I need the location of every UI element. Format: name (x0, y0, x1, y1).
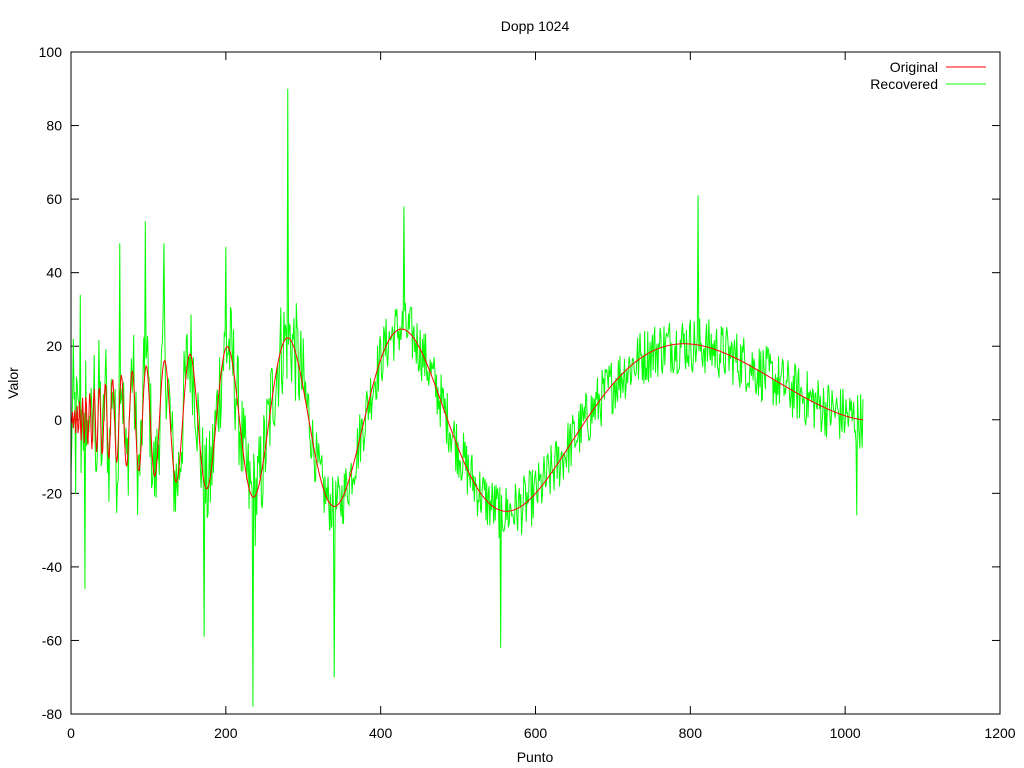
x-tick-label: 600 (524, 725, 548, 741)
legend: Original Recovered (870, 59, 986, 92)
y-tick-label: 100 (39, 44, 63, 60)
y-tick-label: 0 (54, 412, 62, 428)
x-tick-label: 200 (214, 725, 238, 741)
plot-area (70, 88, 864, 707)
y-tick-label: 80 (46, 118, 62, 134)
x-tick-label: 1000 (830, 725, 861, 741)
ticks-layer (70, 51, 1001, 715)
y-tick-label: -60 (42, 632, 62, 648)
y-axis-label: Valor (5, 367, 21, 399)
y-tick-label: -40 (42, 559, 62, 575)
y-tick-label: -20 (42, 485, 62, 501)
y-tick-label: 40 (46, 265, 62, 281)
x-tick-label: 1200 (984, 725, 1015, 741)
series-line-recovered (70, 88, 864, 707)
plot-frame (70, 51, 1001, 715)
y-tick-label: 60 (46, 191, 62, 207)
x-tick-label: 800 (679, 725, 703, 741)
legend-label-recovered: Recovered (870, 76, 938, 92)
tick-labels-layer: 0 200 400 600 800 1000 1200 -80 -60 -40 -20 0 20 40 60… (39, 44, 1016, 741)
chart-title: Dopp 1024 (501, 18, 570, 34)
x-axis-label: Punto (517, 749, 554, 765)
x-tick-label: 400 (369, 725, 393, 741)
y-tick-label: 20 (46, 338, 62, 354)
legend-label-original: Original (890, 59, 938, 75)
y-tick-label: -80 (42, 706, 62, 722)
series-line-original (70, 328, 864, 512)
x-tick-label: 0 (67, 725, 75, 741)
